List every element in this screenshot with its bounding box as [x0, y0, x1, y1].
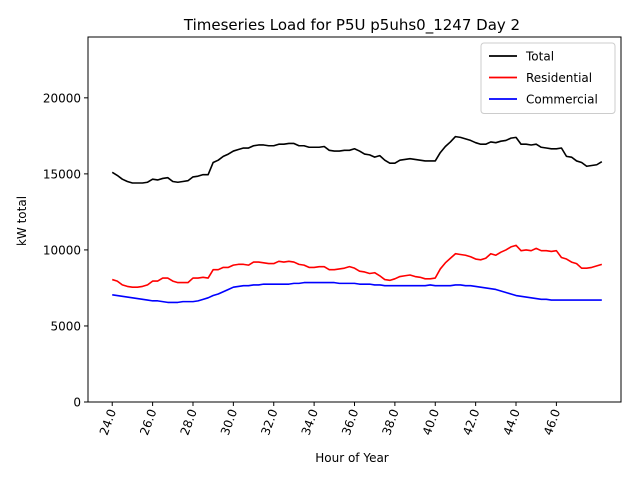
x-tick-label: 32.0 [258, 407, 280, 437]
plot-frame [87, 36, 622, 403]
x-tick-label: 36.0 [339, 407, 361, 437]
series-line-residential [111, 244, 603, 288]
y-tick-label: 10000 [43, 243, 81, 257]
legend-box [480, 42, 616, 114]
y-tick-label: 20000 [43, 91, 81, 105]
x-tick-label: 46.0 [541, 407, 563, 437]
x-tick-label: 40.0 [420, 407, 442, 437]
x-tick-label: 38.0 [379, 407, 401, 437]
chart-title: Timeseries Load for P5U p5uhs0_1247 Day … [183, 16, 520, 35]
series-line-commercial [112, 281, 602, 304]
y-tick-label: 0 [73, 396, 81, 410]
x-tick-label: 42.0 [460, 407, 482, 437]
series-layer [111, 135, 603, 304]
y-tick-label: 5000 [50, 319, 81, 333]
x-tick-label: 28.0 [178, 407, 200, 437]
y-axis-ticks: 0 5000 10000 15000 20000 [43, 91, 88, 410]
legend-label-commercial: Commercial [526, 93, 598, 107]
legend: Total Residential Commercial [480, 42, 616, 114]
x-tick-label: 44.0 [501, 407, 523, 437]
x-tick-label: 34.0 [299, 407, 321, 437]
legend-label-total: Total [525, 50, 554, 64]
x-tick-label: 24.0 [97, 407, 119, 437]
x-axis-ticks: 24.0 26.0 28.0 30.0 32.0 34.0 36.0 38.0 40.0 42.0… [97, 402, 563, 437]
y-axis-label: kW total [15, 196, 29, 246]
x-tick-label: 26.0 [137, 407, 159, 437]
y-tick-label: 15000 [43, 167, 81, 181]
legend-label-residential: Residential [526, 71, 592, 85]
x-tick-label: 30.0 [218, 407, 240, 437]
x-axis-label: Hour of Year [315, 451, 389, 465]
series-line-total [111, 135, 603, 184]
